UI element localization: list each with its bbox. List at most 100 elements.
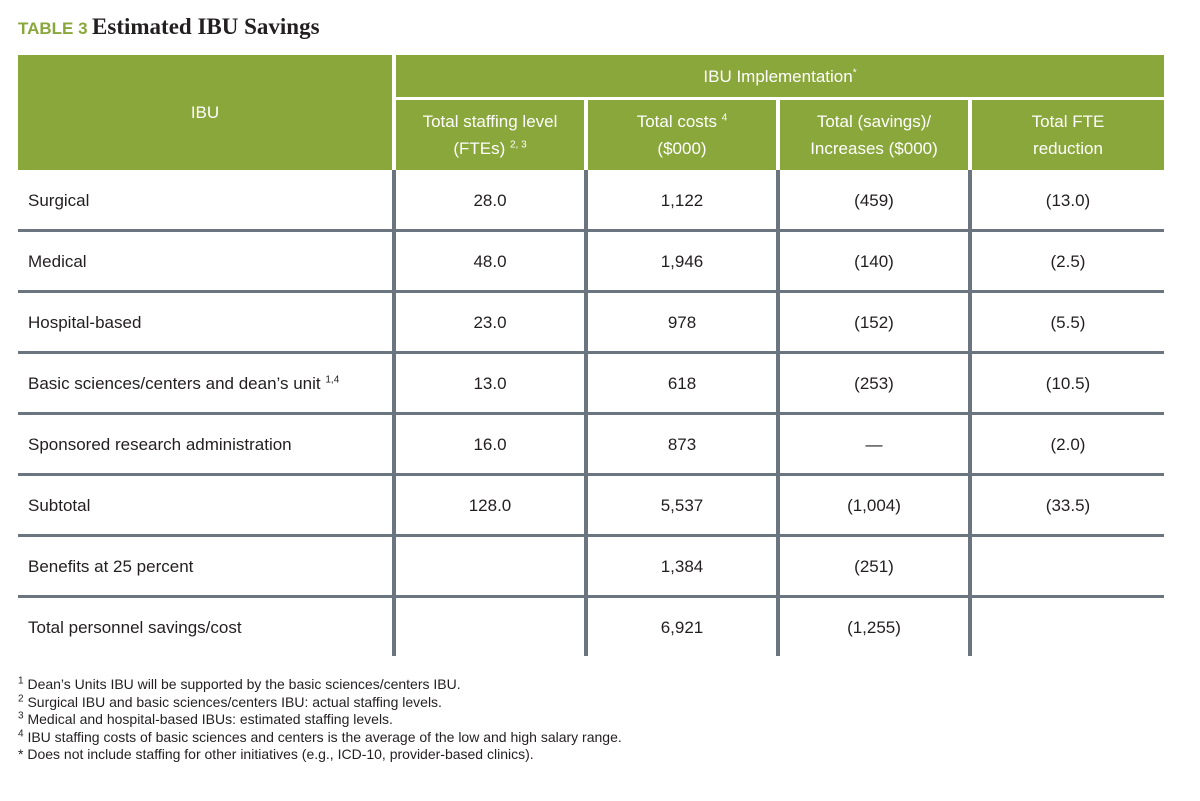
cell: (13.0)	[1045, 190, 1091, 210]
header-line: reduction	[1033, 135, 1103, 162]
header-sup: 2, 3	[509, 139, 527, 151]
row-divider	[18, 473, 1164, 476]
footnote-mark: 1	[18, 675, 24, 687]
row-label: Hospital-based	[28, 292, 392, 353]
row-label-text: Subtotal	[28, 495, 91, 515]
header-line: Total costs 4	[637, 108, 728, 135]
column-divider	[776, 170, 780, 656]
cell: —	[865, 434, 883, 454]
row-label-text: Total personnel savings/cost	[28, 617, 242, 637]
cell: (33.5)	[1045, 495, 1091, 515]
header-sup: 4	[721, 112, 728, 124]
header-line: Total staffing level	[423, 108, 558, 135]
column-header: Total (savings)/ Increases ($000)	[780, 100, 968, 170]
cell: 1,122	[660, 190, 704, 210]
cell: 28.0	[473, 190, 507, 210]
group-text: IBU Implementation	[703, 66, 853, 86]
cell: (459)	[854, 190, 894, 210]
row-label-line: Medical	[28, 252, 87, 272]
column-divider	[392, 170, 396, 656]
cell: (152)	[854, 312, 894, 332]
header-text: (FTEs)	[453, 139, 506, 158]
row-divider	[18, 412, 1164, 415]
table-title: Estimated IBU Savings	[92, 14, 320, 39]
cell: 1,384	[660, 556, 704, 576]
row-divider	[18, 595, 1164, 598]
header-text: Increases ($000)	[810, 139, 938, 158]
footnote: 4 IBU staffing costs of basic sciences a…	[18, 727, 622, 745]
header-text: ($000)	[657, 139, 707, 158]
row-divider	[18, 351, 1164, 354]
row-label: Surgical	[28, 170, 392, 231]
row-label-text: Benefits at 25 percent	[28, 556, 194, 576]
row-label-text: Medical	[28, 251, 87, 271]
table-label: TABLE 3	[18, 19, 88, 38]
cell: 48.0	[473, 251, 507, 271]
footnote: 1 Dean’s Units IBU will be supported by …	[18, 676, 461, 692]
footnote: 2 Surgical IBU and basic sciences/center…	[18, 692, 442, 710]
header-line: Total FTE	[1032, 108, 1105, 135]
cell: (1,004)	[847, 495, 901, 515]
row-header: IBU	[18, 55, 392, 170]
group-sup: *	[852, 66, 857, 78]
row-label: Subtotal	[28, 475, 392, 536]
row-label: Medical	[28, 231, 392, 292]
cell: (2.5)	[1050, 251, 1086, 271]
row-label-line: Benefits at 25 percent	[28, 557, 193, 577]
footnote-mark: 3	[18, 710, 24, 722]
column-header: Total FTE reduction	[972, 100, 1164, 170]
row-label-line: Hospital-based	[28, 313, 141, 333]
footnote-mark: 4	[18, 727, 24, 739]
footnote-text: Surgical IBU and basic sciences/centers …	[27, 693, 442, 710]
cell: (10.5)	[1045, 373, 1091, 393]
cell: (251)	[854, 556, 894, 576]
row-label-line: Sponsored research administration	[28, 435, 292, 455]
cell: 128.0	[468, 495, 512, 515]
footnote-text: Medical and hospital-based IBUs: estimat…	[27, 711, 393, 727]
group-line: IBU Implementation*	[703, 63, 856, 90]
cell: 6,921	[660, 617, 704, 637]
row-label-text: Surgical	[28, 190, 90, 210]
column-header: Total costs 4 ($000)	[588, 100, 776, 170]
row-label: Total personnel savings/cost	[28, 597, 392, 658]
footnote-mark: 2	[18, 692, 24, 704]
row-divider	[18, 229, 1164, 232]
footnote: * Does not include staffing for other in…	[18, 746, 534, 762]
row-divider	[18, 534, 1164, 537]
cell: (140)	[854, 251, 894, 271]
header-text: Total FTE	[1031, 112, 1105, 131]
header-line: (FTEs) 2, 3	[453, 135, 526, 162]
cell: (1,255)	[847, 617, 901, 637]
row-label-line: Subtotal	[28, 496, 90, 516]
cell: 16.0	[473, 434, 507, 454]
header-text: reduction	[1033, 139, 1103, 158]
cell: 13.0	[473, 373, 507, 393]
footnote-text: Dean’s Units IBU will be supported by th…	[27, 676, 461, 692]
cell: (253)	[854, 373, 894, 393]
cell: (5.5)	[1050, 312, 1086, 332]
header-line: Increases ($000)	[810, 135, 938, 162]
row-label-text: Basic sciences/centers and dean’s unit	[28, 373, 321, 393]
column-divider	[584, 170, 588, 656]
cell: 978	[667, 312, 697, 332]
header-text: Total costs	[636, 112, 717, 131]
column-divider	[968, 170, 972, 656]
group-header: IBU Implementation*	[396, 55, 1164, 97]
footnote: 3 Medical and hospital-based IBUs: estim…	[18, 711, 393, 727]
header-text: Total staffing level	[422, 112, 558, 131]
footnote-mark: *	[18, 746, 24, 762]
header-line: ($000)	[657, 135, 706, 162]
row-label-text: Sponsored research administration	[28, 434, 292, 454]
column-header: Total staffing level (FTEs) 2, 3	[396, 100, 584, 170]
row-divider	[18, 290, 1164, 293]
footnote-text: IBU staffing costs of basic sciences and…	[27, 728, 622, 745]
cell: 1,946	[660, 251, 704, 271]
cell: 618	[667, 373, 697, 393]
row-label-text: Hospital-based	[28, 312, 142, 332]
cell: 23.0	[473, 312, 507, 332]
row-label-line: Surgical	[28, 191, 89, 211]
row-label: Benefits at 25 percent	[28, 536, 392, 597]
cell: 873	[667, 434, 697, 454]
row-label: Sponsored research administration	[28, 414, 392, 475]
